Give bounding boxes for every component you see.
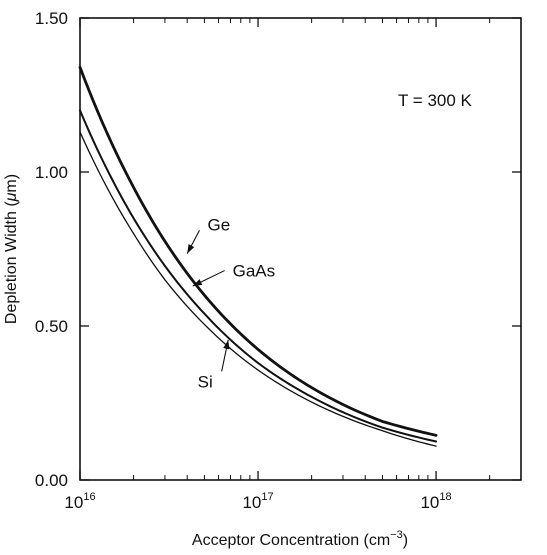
x-axis-label-close: ) — [403, 532, 408, 549]
curve-label-arrowhead-si — [223, 339, 230, 350]
y-tick-label-0-00: 0.00 — [35, 471, 68, 490]
y-tick-label-1-00: 1.00 — [35, 163, 68, 182]
series-line-si — [79, 131, 437, 447]
y-axis-ticks: 0.00 0.50 1.00 1.50 — [35, 9, 521, 490]
x-axis-label: Acceptor Concentration (cm−3) — [192, 529, 408, 549]
series-layer — [78, 65, 438, 447]
x-tick-exponent: 16 — [83, 491, 95, 503]
temperature-annotation: T = 300 K — [398, 91, 473, 110]
x-axis-label-exponent: −3 — [390, 529, 403, 541]
y-axis-label: Depletion Width (μm) — [3, 174, 20, 324]
x-tick-exponent: 17 — [261, 491, 273, 503]
curve-label-arrowhead-gaas — [192, 279, 203, 286]
x-tick-label-16: 1016 — [64, 491, 95, 512]
plot-frame — [79, 17, 522, 481]
y-axis-label-mu: μ — [3, 192, 20, 202]
x-tick-base: 10 — [64, 493, 83, 512]
x-axis-ticks: 1016 1017 1018 — [64, 18, 491, 512]
series-line-ge — [78, 65, 438, 437]
y-axis-label-main: Depletion Width ( — [3, 201, 20, 324]
curve-label-layer: Ge GaAs Si — [186, 215, 276, 391]
x-tick-label-18: 1018 — [420, 491, 451, 512]
y-axis-label-unit: m) — [3, 174, 20, 193]
curve-label-gaas: GaAs — [233, 262, 276, 281]
x-tick-label-17: 1017 — [242, 491, 273, 512]
x-tick-base: 10 — [420, 493, 439, 512]
curve-label-arrowhead-ge — [187, 244, 195, 254]
series-line-gaas — [79, 109, 438, 443]
x-tick-exponent: 18 — [439, 491, 451, 503]
y-tick-label-1-50: 1.50 — [35, 9, 68, 28]
curve-label-si: Si — [198, 372, 213, 391]
curve-label-ge: Ge — [207, 215, 230, 234]
x-tick-base: 10 — [242, 493, 261, 512]
x-axis-label-main: Acceptor Concentration (cm — [192, 532, 390, 549]
y-tick-label-0-50: 0.50 — [35, 317, 68, 336]
